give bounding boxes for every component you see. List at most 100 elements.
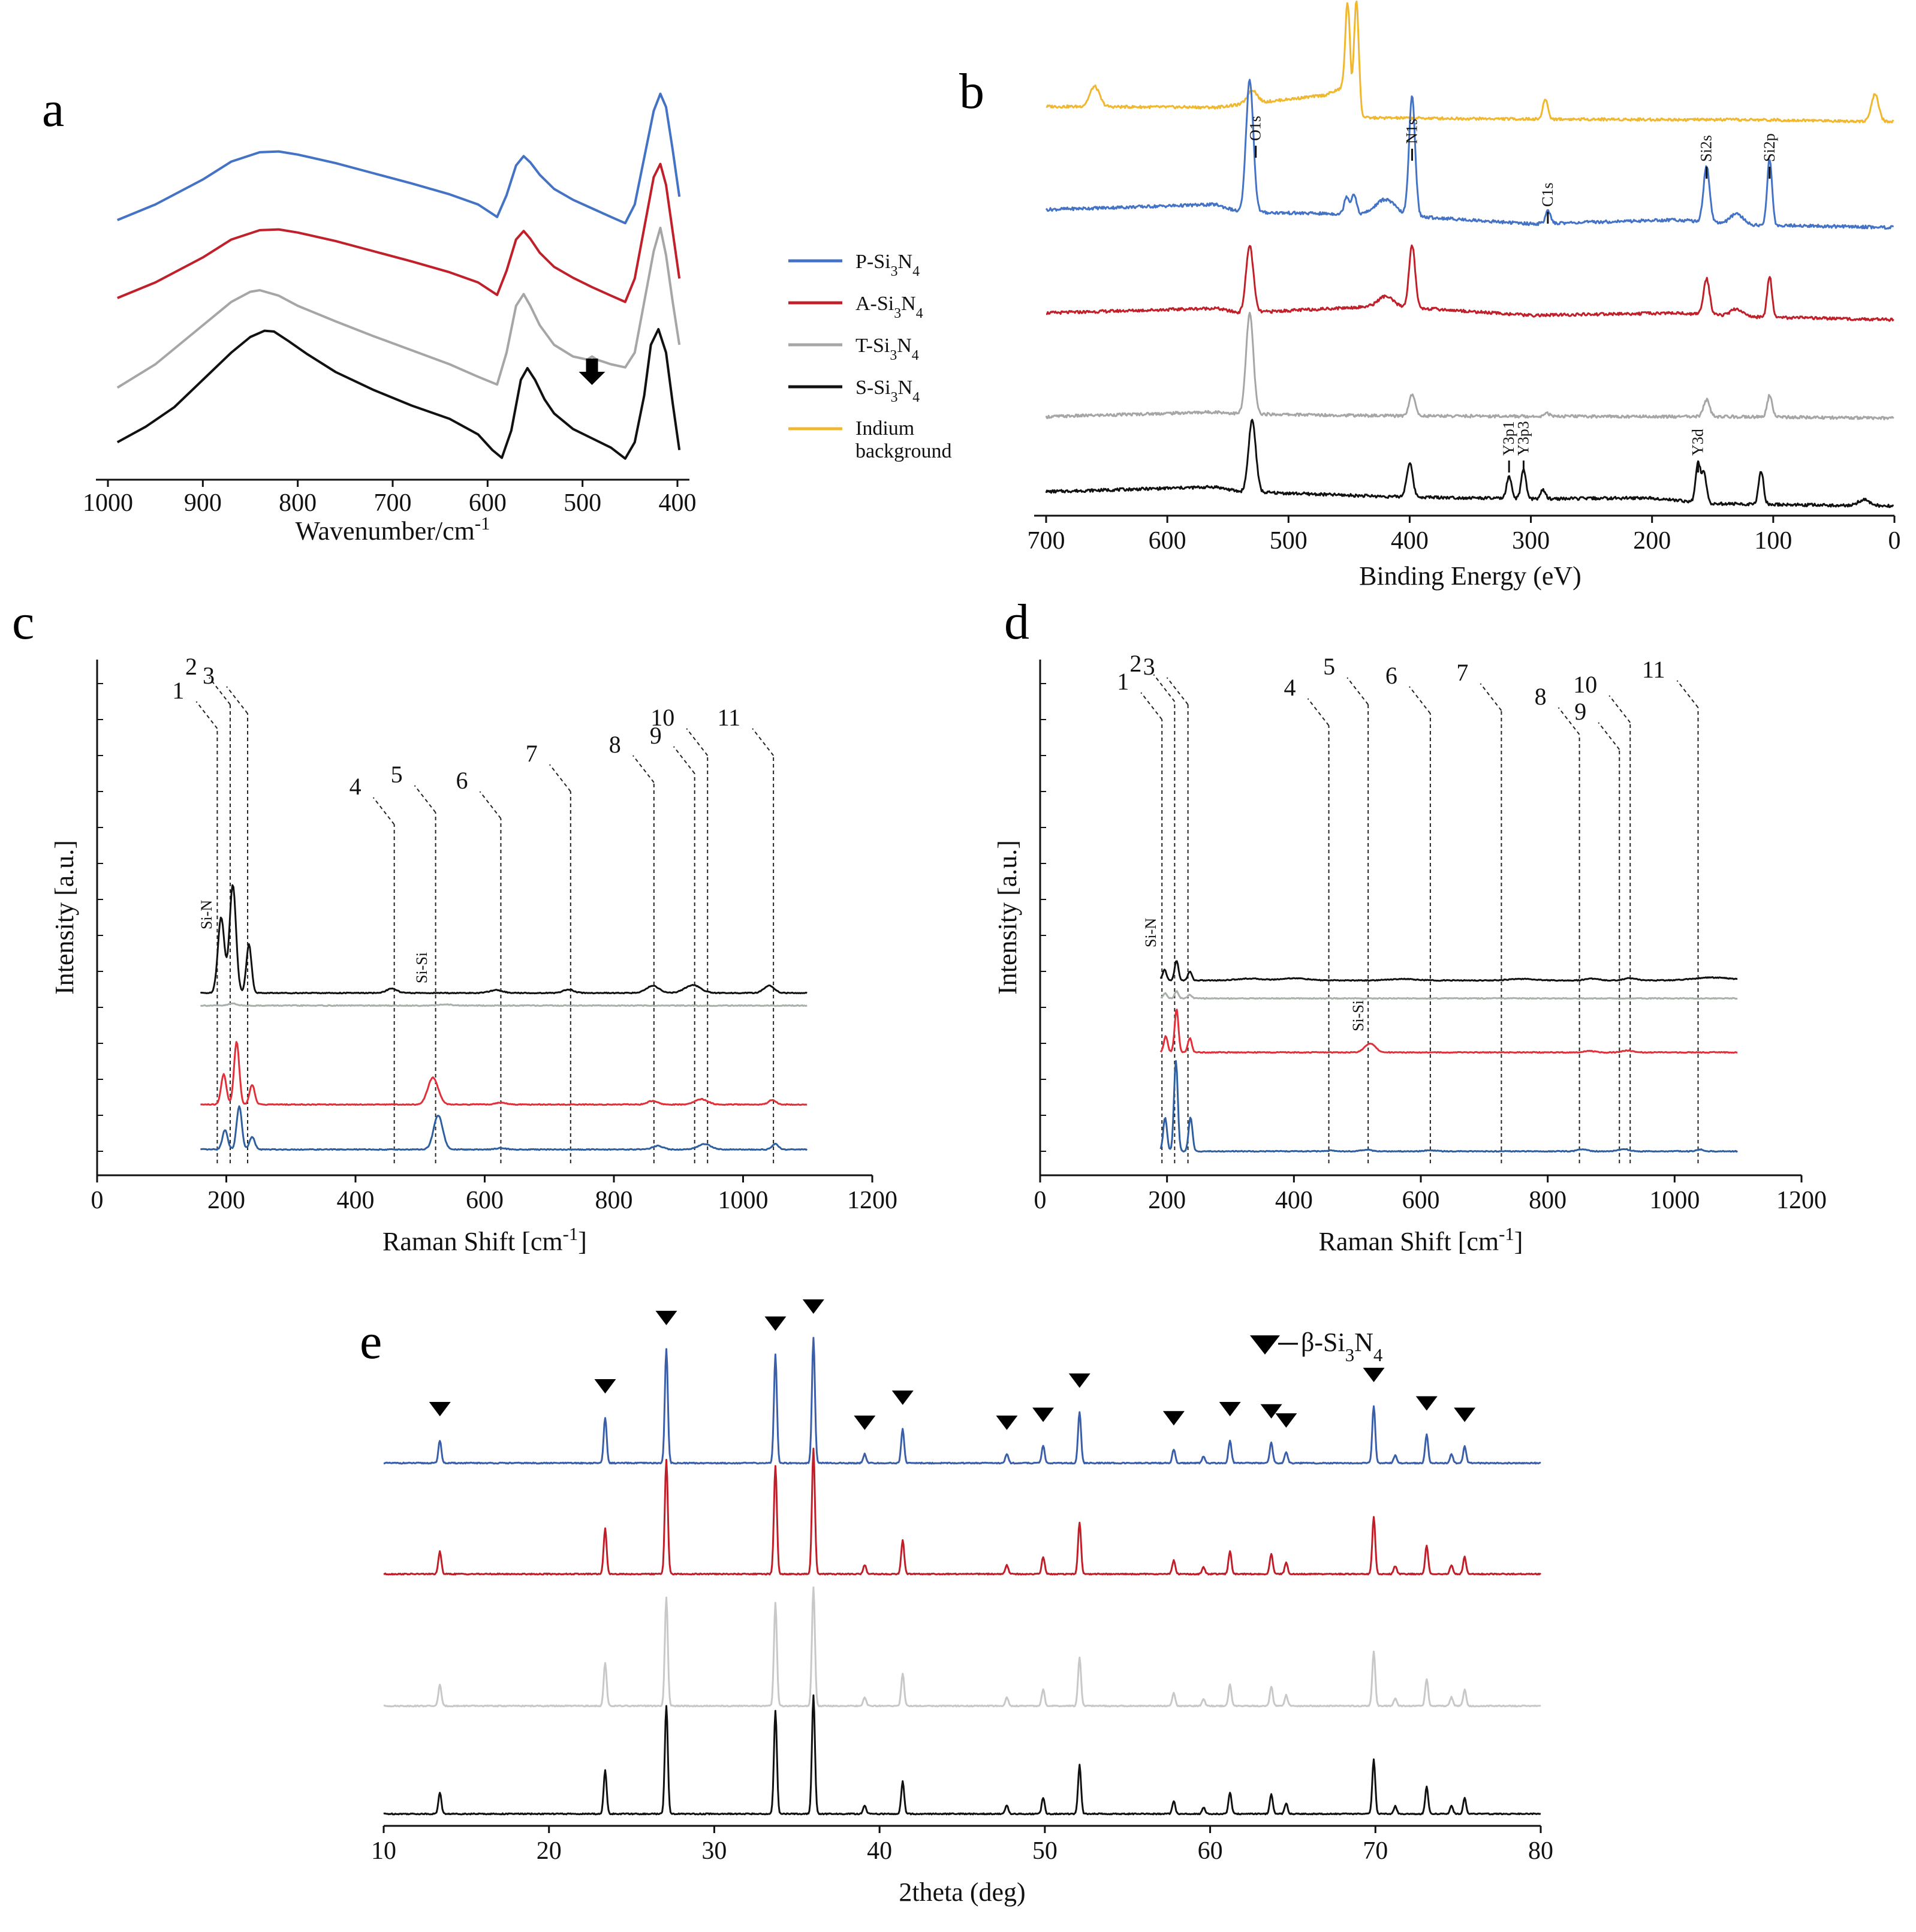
peak-marker-leader	[195, 701, 218, 729]
legend-label-part-0: T-Si	[855, 335, 890, 357]
peak-number: 2	[185, 653, 197, 680]
y-axis-label: Intensity [a.u.]	[50, 840, 79, 995]
y-axis-label: Intensity [a.u.]	[993, 840, 1022, 995]
legend-label-part-3: 4	[916, 306, 923, 321]
chart-panel-b: 700 600 500 400 300 200 100 0 Binding Energy (eV…	[1028, 0, 1901, 591]
legend-label-part-3: 4	[1373, 1345, 1382, 1365]
peak-label: Si2s	[1698, 135, 1715, 162]
beta-si3n4-marker	[1275, 1413, 1297, 1428]
legend-label-part-3: 4	[912, 390, 920, 405]
peak-marker-leader	[479, 791, 502, 819]
x-tick-label: 40	[867, 1837, 892, 1865]
series-line-black	[200, 884, 808, 995]
x-axis-label-part-0: Raman Shift [cm	[1319, 1227, 1499, 1256]
x-tick-label: 200	[1633, 527, 1671, 555]
x-axis-label: Raman Shift [cm-1]	[382, 1224, 587, 1256]
legend-label: A-Si3N4	[855, 293, 923, 321]
legend-label-part-3: 4	[912, 264, 920, 279]
peak-marker-leader	[686, 728, 709, 756]
beta-si3n4-marker	[1454, 1407, 1476, 1422]
beta-si3n4-marker	[802, 1299, 824, 1314]
peak-number: 1	[172, 677, 184, 704]
peak-marker-leader	[1598, 722, 1620, 750]
x-tick-label: 1200	[847, 1187, 897, 1214]
panel-letter-a: a	[42, 82, 64, 137]
x-tick-label: 900	[184, 489, 222, 517]
x-tick-label: 10	[371, 1837, 396, 1865]
legend-label-part-2: N	[897, 335, 912, 357]
legend-label-part-1: 3	[1345, 1345, 1354, 1365]
beta-si3n4-marker	[655, 1311, 677, 1325]
beta-si3n4-marker	[429, 1402, 451, 1416]
beta-si3n4-marker	[1363, 1368, 1385, 1382]
peak-marker-leader	[673, 746, 695, 774]
x-tick-label: 800	[595, 1187, 633, 1214]
x-tick-label: 800	[279, 489, 317, 517]
peak-marker-leader	[414, 785, 436, 813]
arrow-down-icon	[579, 359, 605, 385]
series-line-T-Si3N4	[116, 227, 681, 389]
peak-label: Y3p1	[1500, 421, 1517, 456]
legend-label: β-Si3N4	[1301, 1328, 1382, 1365]
series-line-red	[383, 1448, 1541, 1576]
x-tick-label: 700	[374, 489, 412, 517]
legend-label-part-2: N	[901, 293, 916, 315]
peak-marker-leader	[1346, 677, 1369, 705]
beta-si3n4-marker	[1415, 1396, 1438, 1411]
peak-number: 4	[350, 773, 361, 800]
series-line-black	[1159, 960, 1738, 982]
x-axis-label: Raman Shift [cm-1]	[1319, 1224, 1523, 1256]
peak-marker-leader	[209, 677, 231, 705]
legend-label-part-2: N	[1354, 1328, 1373, 1357]
x-tick-label: 400	[1391, 527, 1429, 555]
legend-label-part-3: 4	[912, 348, 919, 363]
peak-number: 1	[1117, 668, 1129, 695]
legend-label-line2: background	[855, 440, 952, 462]
peak-marker-leader	[632, 755, 655, 783]
x-tick-label: 30	[701, 1837, 727, 1865]
series-line-blue	[383, 1337, 1541, 1465]
peak-marker-leader	[1409, 686, 1431, 714]
peak-number: 7	[1456, 659, 1468, 686]
bond-label: Si-N	[1142, 918, 1159, 947]
series-line-Indium-background	[1046, 0, 1894, 124]
chart-panel-a: 1000 900 800 700 600 500 400 Wavenumber/cm-1 P-S…	[83, 92, 952, 546]
legend-label-part-0: S-Si	[855, 377, 891, 399]
series-line-gray	[200, 1002, 808, 1007]
panel-letter-b: b	[959, 64, 984, 119]
beta-si3n4-marker	[1032, 1407, 1055, 1422]
peak-number: 8	[609, 731, 621, 758]
x-tick-label: 200	[1148, 1187, 1186, 1214]
peak-number: 9	[650, 722, 662, 749]
panel-letter-e: e	[360, 1314, 382, 1370]
legend-label: S-Si3N4	[855, 377, 920, 405]
x-tick-label: 0	[1034, 1187, 1047, 1214]
series-line-red	[1159, 1009, 1738, 1054]
series-line-P-Si3N4	[117, 92, 681, 225]
x-tick-label: 50	[1032, 1837, 1058, 1865]
peak-number: 9	[1574, 698, 1586, 725]
x-axis-label-part-2: ]	[578, 1227, 587, 1256]
beta-si3n4-marker	[1162, 1411, 1185, 1426]
peak-marker-leader	[752, 728, 774, 756]
x-tick-label: 1200	[1776, 1187, 1827, 1214]
peak-label: O1s	[1247, 116, 1264, 141]
x-tick-label: 800	[1529, 1187, 1566, 1214]
legend-label-part-1: 3	[891, 390, 898, 405]
x-tick-label: 80	[1528, 1837, 1553, 1865]
x-tick-label: 0	[1888, 527, 1901, 555]
legend-label-part-1: 3	[894, 306, 901, 321]
peak-number: 10	[650, 704, 674, 731]
legend-label-part-2: N	[898, 251, 913, 273]
peak-number: 11	[718, 704, 741, 731]
x-tick-label: 400	[659, 489, 697, 517]
x-tick-label: 600	[469, 489, 507, 517]
x-axis-label-part-1: -1	[563, 1224, 579, 1244]
bond-label: Si-N	[198, 900, 215, 929]
x-tick-label: 200	[207, 1187, 245, 1214]
beta-si3n4-marker	[891, 1391, 914, 1405]
series-line-gray	[1160, 990, 1738, 1000]
series-line-S-Si3N4	[1045, 419, 1894, 508]
legend-label: Indium	[855, 417, 914, 440]
legend-label-part-0: P-Si	[855, 251, 891, 273]
